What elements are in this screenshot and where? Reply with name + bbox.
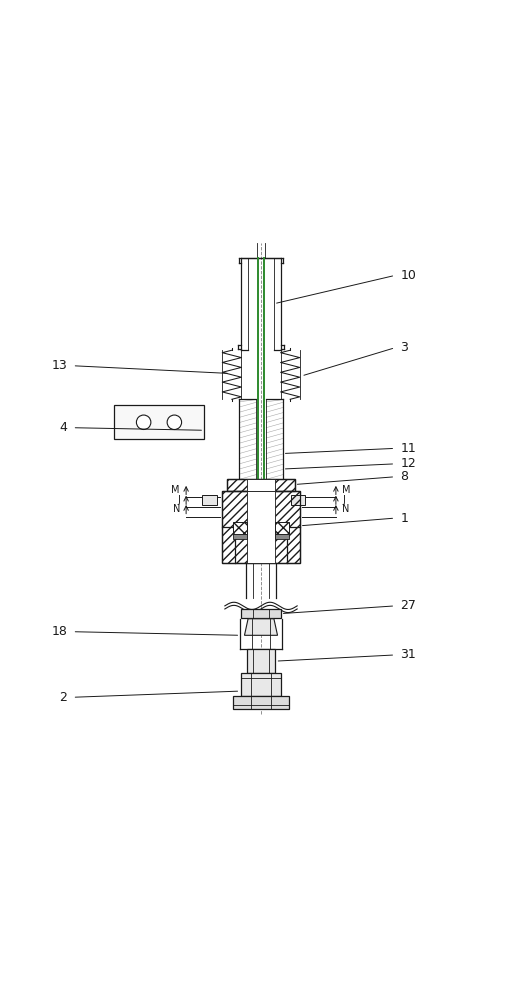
Text: 12: 12	[400, 457, 416, 470]
Text: 2: 2	[60, 691, 67, 704]
Bar	[246, 649, 276, 673]
Text: N: N	[173, 504, 180, 514]
Bar	[276, 522, 289, 534]
Text: 13: 13	[52, 359, 67, 372]
Text: N: N	[342, 504, 349, 514]
Text: 31: 31	[400, 648, 416, 661]
Bar	[241, 673, 281, 696]
Bar	[228, 479, 294, 491]
Text: M: M	[171, 485, 180, 495]
Bar	[222, 491, 300, 563]
Bar	[202, 495, 217, 505]
Bar	[246, 491, 276, 563]
Circle shape	[136, 415, 151, 430]
Bar	[291, 495, 305, 505]
Text: 8: 8	[400, 470, 408, 483]
Bar	[228, 479, 294, 491]
Bar	[276, 534, 289, 539]
Text: 11: 11	[400, 442, 416, 455]
Text: J: J	[177, 495, 180, 505]
Text: M: M	[342, 485, 351, 495]
Bar	[241, 609, 281, 618]
Bar	[222, 491, 300, 563]
Text: 27: 27	[400, 599, 417, 612]
Bar	[233, 522, 246, 534]
Bar	[233, 696, 289, 709]
Bar	[233, 534, 246, 539]
Text: 10: 10	[400, 269, 417, 282]
Text: 18: 18	[52, 625, 67, 638]
Text: 3: 3	[400, 341, 408, 354]
Bar	[114, 405, 204, 439]
Polygon shape	[244, 619, 278, 635]
Text: J: J	[342, 495, 345, 505]
Text: 1: 1	[400, 512, 408, 525]
Text: 4: 4	[60, 421, 67, 434]
Bar	[246, 479, 276, 491]
Circle shape	[167, 415, 182, 430]
